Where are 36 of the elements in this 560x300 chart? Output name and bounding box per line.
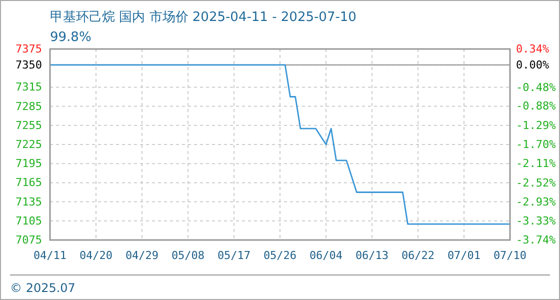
y-tick-label: 7285 [16, 100, 42, 113]
chart-title: 甲基环己烷 国内 市场价 2025-04-11 - 2025-07-10 [50, 10, 356, 25]
y2-tick-label: -0.48% [516, 80, 556, 94]
y-tick-label: 7165 [16, 176, 42, 190]
y2-tick-label: -1.29% [516, 118, 556, 132]
x-tick-label: 04/29 [125, 248, 159, 262]
y-tick-label: 7350 [16, 58, 42, 72]
x-tick-label: 07/01 [447, 248, 481, 262]
chart-subtitle: 99.8% [50, 30, 92, 45]
y-tick-label: 7315 [16, 80, 42, 94]
y2-tick-label: -0.88% [516, 100, 556, 113]
y2-tick-label: 0.34% [516, 42, 550, 56]
text: © 2025.07 [10, 281, 76, 295]
y2-tick-label: -2.93% [516, 196, 556, 209]
y2-tick-label: -1.70% [516, 138, 556, 152]
x-tick-label: 05/26 [263, 248, 297, 262]
x-tick-label: 05/17 [217, 248, 251, 262]
x-tick-label: 07/10 [493, 248, 527, 262]
y2-tick-label: -2.52% [516, 176, 556, 190]
y-tick-label: 7195 [16, 157, 42, 170]
y2-tick-label: -3.74% [516, 234, 556, 247]
x-tick-label: 05/08 [171, 248, 205, 262]
x-tick-label: 04/20 [79, 248, 113, 262]
y-tick-label: 7135 [16, 195, 42, 208]
y-tick-label: 7105 [16, 214, 42, 228]
y2-tick-label: 0.00% [516, 58, 550, 72]
y-tick-label: 7375 [16, 42, 42, 56]
x-tick-label: 04/11 [33, 248, 67, 262]
y2-tick-label: -2.11% [516, 157, 556, 170]
x-tick-label: 06/22 [401, 248, 435, 262]
y-tick-label: 7255 [16, 118, 42, 132]
y2-tick-label: -3.33% [516, 214, 556, 228]
y-tick-label: 7075 [16, 234, 42, 247]
x-tick-label: 06/04 [309, 248, 343, 262]
x-tick-label: 06/13 [355, 248, 389, 262]
y-tick-label: 7225 [16, 138, 42, 152]
